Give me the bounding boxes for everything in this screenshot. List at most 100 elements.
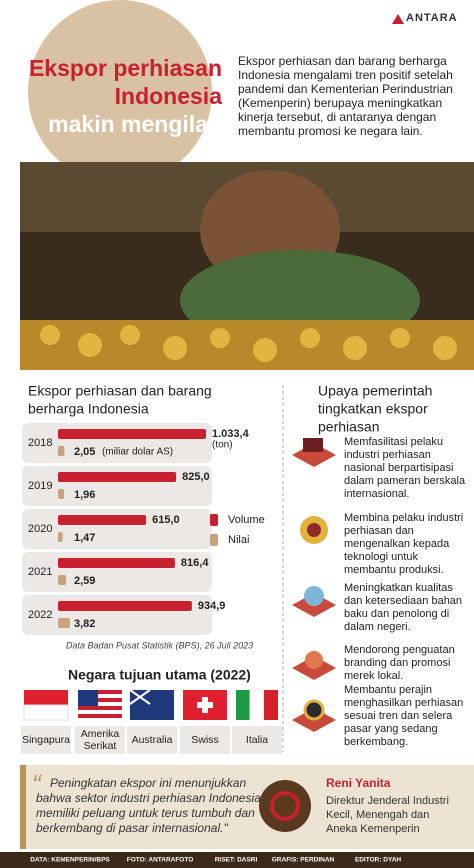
credit: GRAFIS: PERDINAN [272,857,335,864]
effort-text: industri perhiasan [344,449,431,461]
title-backdrop [28,0,212,184]
quote-box [20,765,474,849]
title-line: makin mengilap [48,111,222,137]
legend-swatch [210,534,218,546]
effort-text: internasional. [344,488,409,500]
bar [58,601,192,611]
quote-role: Direktur Jenderal Industri [326,795,449,807]
effort-text: perhiasan dan [344,525,414,537]
quote-mark: “ [32,769,42,799]
unit-label: (miliar dolar AS) [102,447,173,458]
legend-swatch [210,514,218,526]
destinations-title: Negara tujuan utama (2022) [68,667,251,683]
value-label: 1,47 [74,532,95,544]
quote-line: bahwa sektor industri perhiasan Indonesi… [36,791,261,805]
intro-line: (Kemenperin) berupaya meningkatkan [238,96,442,110]
category-label: 2022 [28,609,52,621]
effort-text: berkembang. [344,736,408,748]
intro-line: Ekspor perhiasan dan barang berharga [238,54,447,68]
effort-text: dalam negeri. [344,621,411,633]
value-label: 1.033,4 [212,428,250,440]
chart-title: berharga Indonesia [28,401,149,417]
bar [58,575,67,585]
effort-text: merek lokal. [344,670,403,682]
value-label: 1,96 [74,489,95,501]
country-name: Swiss [191,734,218,746]
value-label: 816,4 [181,557,209,569]
efforts-title: Upaya pemerintah [318,383,432,399]
intro-line: membantu promosi ke negara lain. [238,124,423,138]
chart-title: Ekspor perhiasan dan barang [28,383,212,399]
effort-text: membantu produksi. [344,564,444,576]
legend-label: Volume [228,514,265,526]
flags [23,689,278,721]
credit: RISET: DASRI [215,857,258,864]
credit: FOTO: ANTARAFOTO [127,857,194,864]
intro-line: Indonesia mengalami tren positif setelah [238,68,453,82]
legend-label: Nilai [228,534,249,546]
effort-text: Membantu perajin [344,684,432,696]
effort-text: mengenalkan kepada [344,538,450,550]
bar [58,515,147,525]
quote-line: berkembang di pasar internasional." [36,821,228,835]
value-label: 2,05 [74,446,95,458]
unit-label: (ton) [212,440,233,451]
portrait-icon [259,780,311,832]
value-label: 825,0 [182,471,210,483]
country-name: Amerika [81,728,120,740]
effort-text: baku dan penolong di [344,608,449,620]
quote-line: Peningkatan ekspor ini menunjukkan [50,776,246,790]
intro-line: kinerja tersebut, di antaranya dengan [238,110,436,124]
bar [58,558,175,568]
country-name: Italia [246,734,268,746]
category-label: 2018 [28,437,52,449]
effort-text: Membina pelaku industri [344,512,463,524]
efforts-title: perhiasan [318,419,380,435]
effort-text: dalam pameran berskala [344,475,466,487]
effort-text: pasar yang sedang [344,723,438,735]
photo [20,162,474,370]
bar [58,532,63,542]
bar [58,618,70,628]
category-label: 2020 [28,523,52,535]
bar [58,489,65,499]
category-label: 2019 [28,480,52,492]
country-bg [127,726,177,754]
effort-text: dan ketersediaan bahan [344,595,462,607]
effort-text: sesuai tren dan selera [344,710,453,722]
quote-role: Kecil, Menengah dan [326,809,429,821]
bar [58,429,206,439]
value-label: 615,0 [152,514,180,526]
effort-text: menghasilkan perhiasan [344,697,463,709]
credit: EDITOR: DYAH [355,857,402,864]
effort-icons [292,438,336,732]
effort-text: Meningkatkan kualitas [344,582,453,594]
value-label: 2,59 [74,575,95,587]
chart-source: Data Badan Pusat Statistik (BPS), 26 Jul… [66,640,253,650]
effort-text: nasional berpartisipasi [344,462,453,474]
country-name: Australia [132,734,173,746]
portrait-gear [270,791,300,821]
quote-role: Aneka Kemenperin [326,823,420,835]
bar [58,472,177,482]
value-label: 934,9 [198,600,226,612]
effort-text: branding dan promosi [344,657,450,669]
logo-mark [392,14,404,24]
title-line: Indonesia [115,83,223,109]
country-bg [232,726,282,754]
logo: ANTARA [406,12,458,24]
quote-accent [20,765,26,849]
credit: DATA: KEMENPERIN/BPS [30,857,110,864]
quote-name: Reni Yanita [326,776,391,790]
country-name: Serikat [84,740,117,752]
country-bg [21,726,71,754]
effort-text: teknologi untuk [344,551,418,563]
effort-text: Memfasilitasi pelaku [344,436,443,448]
country-bg [180,726,230,754]
efforts-title: tingkatkan ekspor [318,401,428,417]
country-bg [75,726,125,754]
effort-text: Mendorong penguatan [344,644,455,656]
country-name: Singapura [22,734,70,746]
title-line: Ekspor perhiasan [29,55,222,81]
